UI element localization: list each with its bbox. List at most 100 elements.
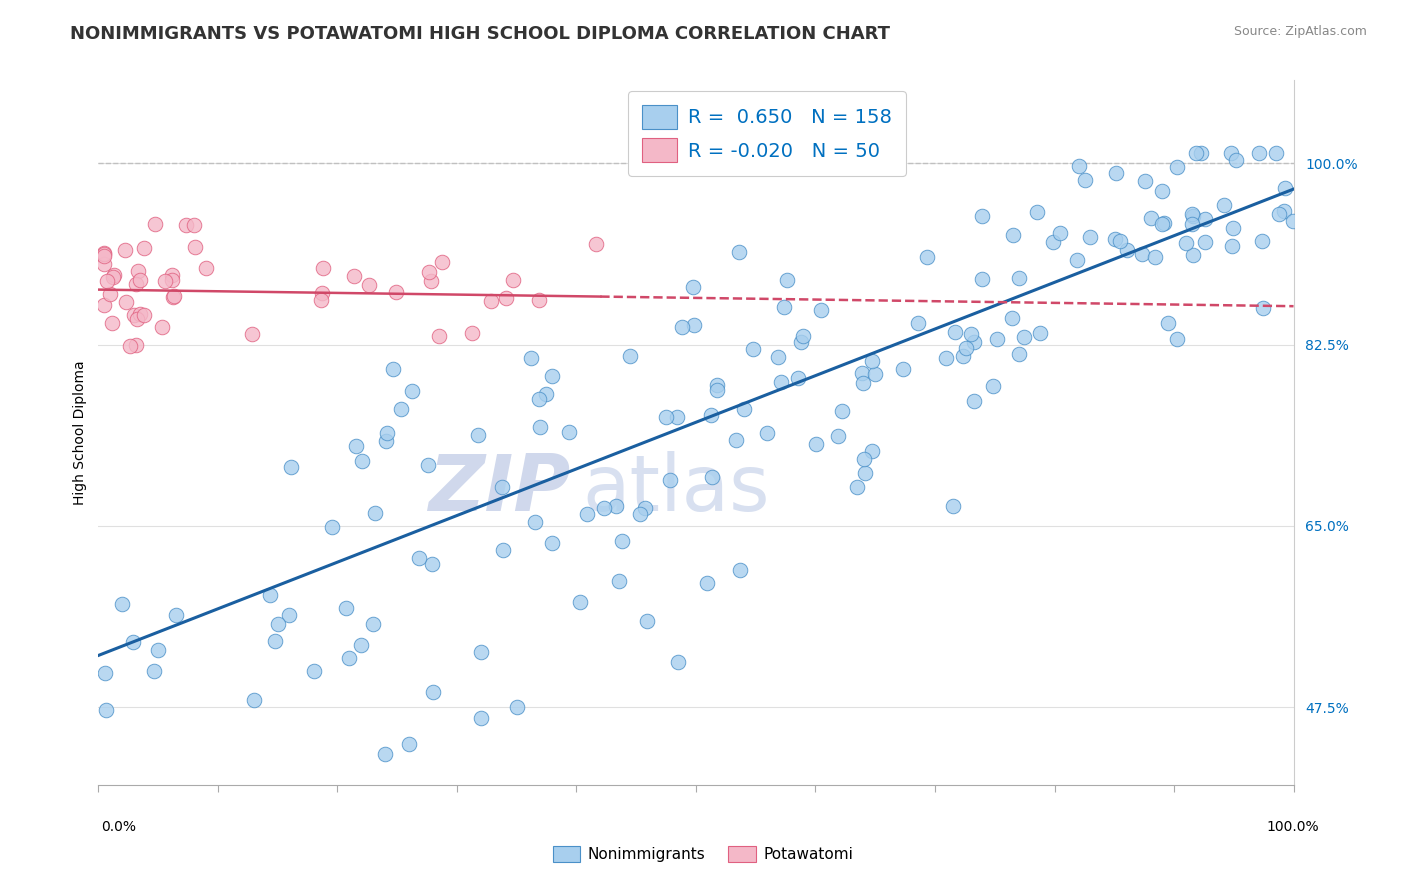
Text: 0.0%: 0.0% [101, 821, 136, 834]
Point [585, 236, 607, 251]
Point [851, 367, 873, 381]
Point [523, 515, 546, 529]
Point [534, 387, 557, 401]
Point [165, 608, 187, 623]
Point [1274, 181, 1296, 195]
Point [114, 243, 136, 257]
Point [683, 318, 706, 332]
Point [382, 361, 405, 376]
Point [374, 747, 396, 761]
Point [963, 335, 986, 350]
Point [143, 217, 166, 231]
Point [852, 376, 875, 391]
Point [195, 260, 218, 275]
Point [1144, 250, 1167, 264]
Point [122, 308, 145, 322]
Point [1153, 216, 1175, 230]
Point [1249, 145, 1271, 160]
Point [302, 664, 325, 678]
Point [103, 268, 125, 282]
Point [706, 378, 728, 392]
Point [127, 263, 149, 277]
Point [659, 473, 682, 487]
Point [278, 607, 301, 622]
Point [129, 273, 152, 287]
Point [792, 328, 814, 343]
Point [1181, 247, 1204, 261]
Point [1104, 232, 1126, 246]
Point [398, 737, 420, 751]
Point [942, 499, 965, 513]
Point [470, 645, 492, 659]
Point [93, 257, 115, 271]
Point [655, 410, 678, 425]
Point [893, 361, 915, 376]
Point [350, 638, 373, 652]
Point [470, 710, 492, 724]
Point [970, 272, 993, 286]
Point [724, 433, 747, 447]
Point [416, 458, 439, 473]
Point [401, 384, 423, 399]
Point [335, 601, 357, 615]
Point [1014, 330, 1036, 344]
Point [860, 444, 883, 458]
Point [810, 303, 832, 318]
Point [776, 273, 799, 287]
Text: ZIP: ZIP [429, 451, 571, 527]
Point [959, 327, 981, 342]
Point [1251, 301, 1274, 315]
Point [952, 349, 974, 363]
Point [860, 353, 883, 368]
Point [1066, 252, 1088, 267]
Point [1194, 212, 1216, 227]
Point [1181, 207, 1204, 221]
Point [1265, 145, 1288, 160]
Point [628, 508, 651, 522]
Point [124, 338, 146, 352]
Point [420, 557, 443, 571]
Point [375, 434, 398, 448]
Point [1181, 218, 1204, 232]
Point [1152, 184, 1174, 198]
Legend: R =  0.650   N = 158, R = -0.020   N = 50: R = 0.650 N = 158, R = -0.020 N = 50 [628, 91, 905, 176]
Point [312, 261, 335, 276]
Point [174, 218, 197, 232]
Point [309, 293, 332, 307]
Point [115, 294, 138, 309]
Point [915, 250, 938, 264]
Point [243, 692, 266, 706]
Text: Source: ZipAtlas.com: Source: ZipAtlas.com [1233, 25, 1367, 38]
Point [1268, 207, 1291, 221]
Point [408, 550, 430, 565]
Point [1185, 145, 1208, 160]
Point [943, 325, 966, 339]
Point [148, 643, 170, 657]
Point [1000, 310, 1022, 325]
Point [1213, 198, 1236, 212]
Point [696, 576, 718, 591]
Point [96, 274, 118, 288]
Point [359, 277, 381, 292]
Point [267, 617, 290, 632]
Point [1281, 214, 1303, 228]
Point [129, 307, 152, 321]
Point [420, 274, 443, 288]
Point [1272, 204, 1295, 219]
Point [576, 508, 599, 522]
Point [728, 244, 751, 259]
Point [972, 210, 994, 224]
Point [790, 334, 813, 349]
Text: NONIMMIGRANTS VS POTAWATOMI HIGH SCHOOL DIPLOMA CORRELATION CHART: NONIMMIGRANTS VS POTAWATOMI HIGH SCHOOL … [70, 25, 890, 43]
Point [94, 666, 117, 681]
Point [506, 700, 529, 714]
Point [1175, 235, 1198, 250]
Legend: Nonimmigrants, Potawatomi: Nonimmigrants, Potawatomi [547, 839, 859, 868]
Point [93, 247, 115, 261]
Point [593, 501, 616, 516]
Text: atlas: atlas [582, 451, 770, 527]
Point [280, 460, 302, 475]
Point [636, 614, 658, 628]
Point [343, 269, 366, 284]
Point [541, 536, 564, 550]
